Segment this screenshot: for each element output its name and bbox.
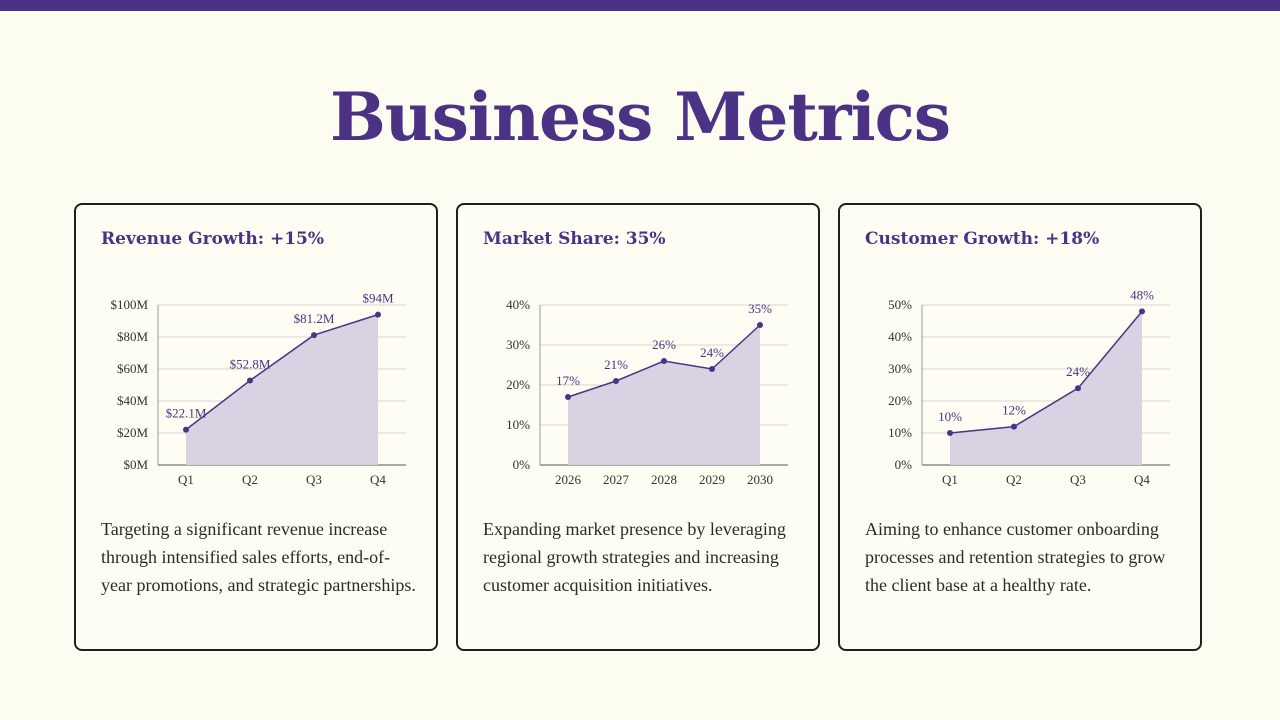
y-tick-label: $0M	[123, 457, 148, 472]
area-fill	[186, 314, 378, 465]
data-label: 12%	[1002, 403, 1026, 418]
y-tick-label: $60M	[117, 361, 149, 376]
y-tick-label: 20%	[888, 393, 912, 408]
x-tick-label: 2028	[651, 472, 677, 487]
card-title: Customer Growth: +18%	[865, 229, 1100, 249]
data-point	[311, 332, 317, 339]
data-label: 10%	[938, 409, 962, 424]
y-tick-label: 20%	[506, 377, 530, 392]
area-fill	[950, 311, 1142, 465]
y-tick-label: 0%	[895, 457, 913, 472]
data-point	[565, 394, 571, 400]
data-point	[1075, 385, 1081, 392]
top-accent-bar	[0, 0, 1280, 11]
y-tick-label: $40M	[117, 393, 149, 408]
data-label: 48%	[1130, 287, 1154, 302]
data-label: 26%	[652, 337, 676, 352]
x-tick-label: Q3	[1070, 472, 1086, 487]
y-tick-label: $80M	[117, 329, 149, 344]
y-tick-label: 50%	[888, 297, 912, 312]
customer-growth-chart: 0% 10% 20% 30% 40% 50% 10% Q1 12% Q2 24% Q3 48% Q4	[888, 287, 1170, 487]
revenue-growth-card: Revenue Growth: +15% $0M $20M $40M $60M $80M…	[74, 203, 438, 651]
data-label: $22.1M	[166, 406, 207, 421]
x-tick-label: Q1	[178, 472, 194, 487]
data-label: 24%	[700, 345, 724, 360]
y-tick-label: 30%	[888, 361, 912, 376]
series-line	[949, 310, 1143, 434]
x-tick-label: Q4	[370, 472, 386, 487]
y-tick-label: 0%	[513, 457, 531, 472]
page-title: Business Metrics	[330, 78, 951, 156]
y-tick-label: 40%	[506, 297, 530, 312]
data-point	[661, 358, 667, 364]
card-description: Expanding market presence by leveraging …	[483, 519, 786, 595]
data-label: $94M	[362, 291, 394, 306]
card-title: Market Share: 35%	[483, 229, 666, 249]
y-tick-label: 10%	[888, 425, 912, 440]
data-label: $81.2M	[294, 311, 335, 326]
market-share-card: Market Share: 35% 0% 10% 20% 30% 40% 17% 2026 2…	[456, 203, 820, 651]
card-description: Aiming to enhance customer onboarding pr…	[865, 519, 1166, 595]
x-tick-label: Q3	[306, 472, 322, 487]
x-tick-label: Q2	[1006, 472, 1022, 487]
x-tick-label: 2029	[699, 472, 725, 487]
data-point	[1011, 423, 1017, 430]
customer-growth-card: Customer Growth: +18% 0% 10% 20% 30% 40% 50% 1…	[838, 203, 1202, 651]
data-point	[947, 430, 953, 436]
x-tick-label: 2026	[555, 472, 582, 487]
data-label: 24%	[1066, 364, 1090, 379]
x-tick-label: 2027	[603, 472, 630, 487]
revenue-growth-chart: $0M $20M $40M $60M $80M $100M $22.1M Q1 $52.8M Q2…	[110, 291, 406, 487]
y-tick-label: 40%	[888, 329, 912, 344]
data-label: $52.8M	[230, 357, 271, 372]
x-tick-label: Q4	[1134, 472, 1150, 487]
data-label: 35%	[748, 301, 772, 316]
card-description: Targeting a significant revenue increase…	[101, 519, 416, 595]
y-tick-label: $100M	[110, 297, 148, 312]
data-point	[709, 366, 715, 372]
card-title: Revenue Growth: +15%	[101, 229, 325, 249]
series-line	[185, 313, 379, 431]
y-tick-label: 10%	[506, 417, 530, 432]
x-tick-label: Q1	[942, 472, 958, 487]
data-label: 21%	[604, 357, 628, 372]
area-fill	[568, 325, 760, 465]
y-tick-label: $20M	[117, 425, 149, 440]
data-point	[183, 426, 189, 433]
market-share-chart: 0% 10% 20% 30% 40% 17% 2026 21% 2027 26% 2028 24% 20…	[506, 297, 788, 487]
data-point	[247, 377, 253, 384]
data-label: 17%	[556, 373, 580, 388]
data-point	[757, 322, 763, 328]
data-point	[1139, 308, 1145, 315]
data-point	[613, 378, 619, 384]
x-tick-label: Q2	[242, 472, 258, 487]
y-tick-label: 30%	[506, 337, 530, 352]
x-tick-label: 2030	[747, 472, 773, 487]
data-point	[375, 311, 381, 318]
